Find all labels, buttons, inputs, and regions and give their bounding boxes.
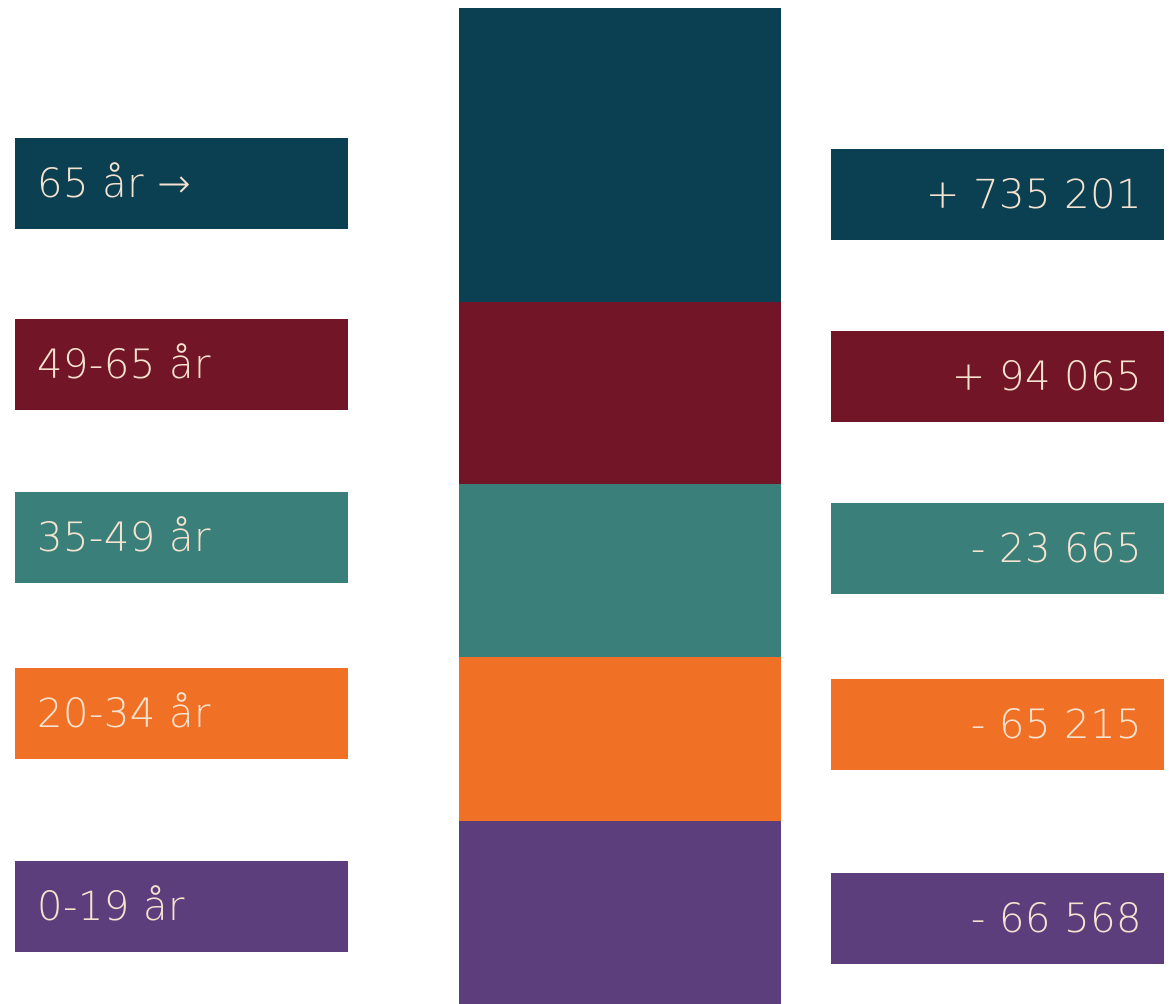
value-label: - 65 215 xyxy=(831,679,1164,770)
bar-segment xyxy=(459,821,781,1004)
bar-segment xyxy=(459,302,781,485)
bar-segment xyxy=(459,484,781,658)
category-label: 0-19 år xyxy=(15,861,348,952)
category-label: 65 år → xyxy=(15,138,348,229)
category-label: 20-34 år xyxy=(15,668,348,759)
category-label: 49-65 år xyxy=(15,319,348,410)
category-label: 35-49 år xyxy=(15,492,348,583)
value-label: - 23 665 xyxy=(831,503,1164,594)
bar-segment xyxy=(459,8,781,302)
value-label: + 94 065 xyxy=(831,331,1164,422)
value-label: - 66 568 xyxy=(831,873,1164,964)
bar-segment xyxy=(459,657,781,822)
value-label: + 735 201 xyxy=(831,149,1164,240)
